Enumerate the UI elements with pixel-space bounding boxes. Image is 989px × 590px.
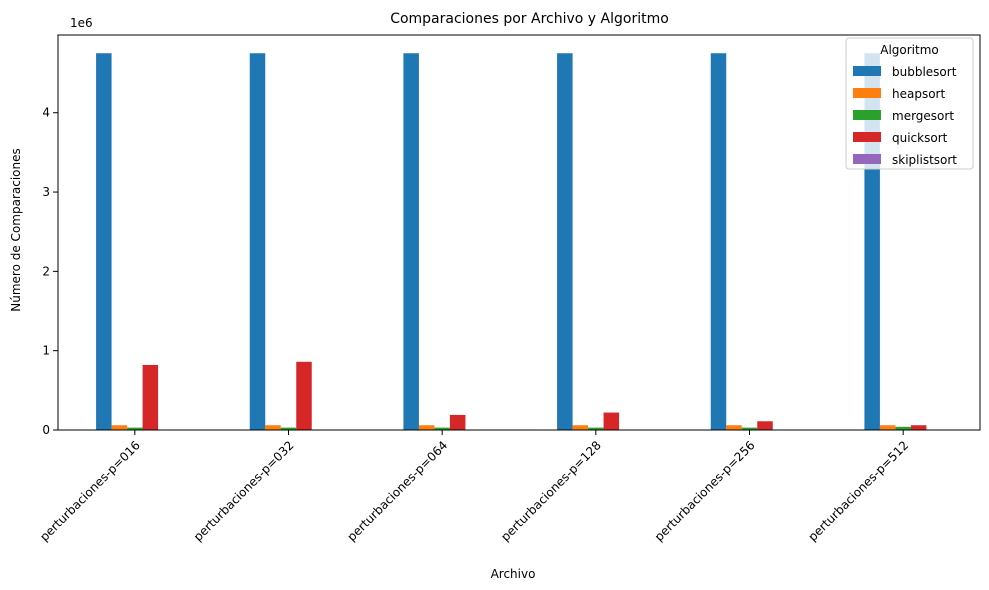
y-tick-label: 4 xyxy=(42,106,50,120)
bar-heapsort-3 xyxy=(572,425,589,430)
bar-bubblesort-0 xyxy=(96,53,112,430)
bar-mergesort-4 xyxy=(741,427,758,430)
legend-swatch-quicksort xyxy=(853,132,881,142)
bar-bubblesort-1 xyxy=(249,53,266,430)
x-tick-label: perturbaciones-p=032 xyxy=(191,438,297,544)
y-tick-label: 1 xyxy=(42,344,50,358)
bar-mergesort-5 xyxy=(895,426,911,430)
bar-heapsort-1 xyxy=(265,425,281,430)
y-multiplier-label: 1e6 xyxy=(70,16,93,30)
bar-mergesort-3 xyxy=(588,427,604,430)
x-tick-label: perturbaciones-p=064 xyxy=(345,438,451,544)
legend-label-bubblesort: bubblesort xyxy=(892,65,957,79)
x-tick-label: perturbaciones-p=128 xyxy=(498,438,604,544)
bar-mergesort-1 xyxy=(280,427,297,430)
bar-heapsort-5 xyxy=(879,425,896,430)
legend-title: Algoritmo xyxy=(880,43,939,57)
bar-quicksort-4 xyxy=(757,421,773,430)
bar-quicksort-2 xyxy=(449,414,466,430)
bar-mergesort-2 xyxy=(434,427,450,430)
chart-title: Comparaciones por Archivo y Algoritmo xyxy=(390,11,669,27)
y-tick-label: 2 xyxy=(42,264,50,278)
x-ticks: perturbaciones-p=016 perturbaciones-p=032… xyxy=(37,430,911,544)
x-axis-label: Archivo xyxy=(491,567,536,581)
bar-quicksort-3 xyxy=(603,412,620,430)
bar-bubblesort-2 xyxy=(403,53,419,430)
legend-box xyxy=(845,37,974,170)
plot-frame xyxy=(57,34,981,431)
legend-label-skiplistsort: skiplistsort xyxy=(892,153,957,167)
bar-heapsort-0 xyxy=(111,425,128,430)
legend-swatch-skiplistsort xyxy=(853,154,881,164)
bar-mergesort-0 xyxy=(127,427,143,430)
y-axis-label: Número de Comparaciones xyxy=(9,148,23,311)
bar-bubblesort-3 xyxy=(557,53,573,430)
bar-bubblesort-4 xyxy=(710,53,727,430)
legend-label-quicksort: quicksort xyxy=(892,131,948,145)
x-tick-label: perturbaciones-p=016 xyxy=(37,438,143,544)
x-tick-label: perturbaciones-p=256 xyxy=(652,438,758,544)
x-tick-label: perturbaciones-p=512 xyxy=(806,438,912,544)
y-tick-label: 0 xyxy=(42,423,50,437)
bars-group xyxy=(96,53,927,430)
legend-swatch-heapsort xyxy=(853,88,881,98)
legend-swatch-bubblesort xyxy=(853,66,881,76)
bar-quicksort-5 xyxy=(910,425,927,430)
bar-quicksort-0 xyxy=(142,364,159,430)
legend: Algoritmo bubblesort heapsort mergesort quic… xyxy=(845,37,974,170)
legend-swatch-mergesort xyxy=(853,110,881,120)
bar-quicksort-1 xyxy=(296,361,312,430)
y-tick-label: 3 xyxy=(42,185,50,199)
legend-label-heapsort: heapsort xyxy=(892,87,945,101)
bar-heapsort-2 xyxy=(418,425,435,430)
bar-heapsort-4 xyxy=(726,425,742,430)
y-ticks: 0 1 2 3 4 xyxy=(42,106,58,437)
legend-label-mergesort: mergesort xyxy=(892,109,954,123)
